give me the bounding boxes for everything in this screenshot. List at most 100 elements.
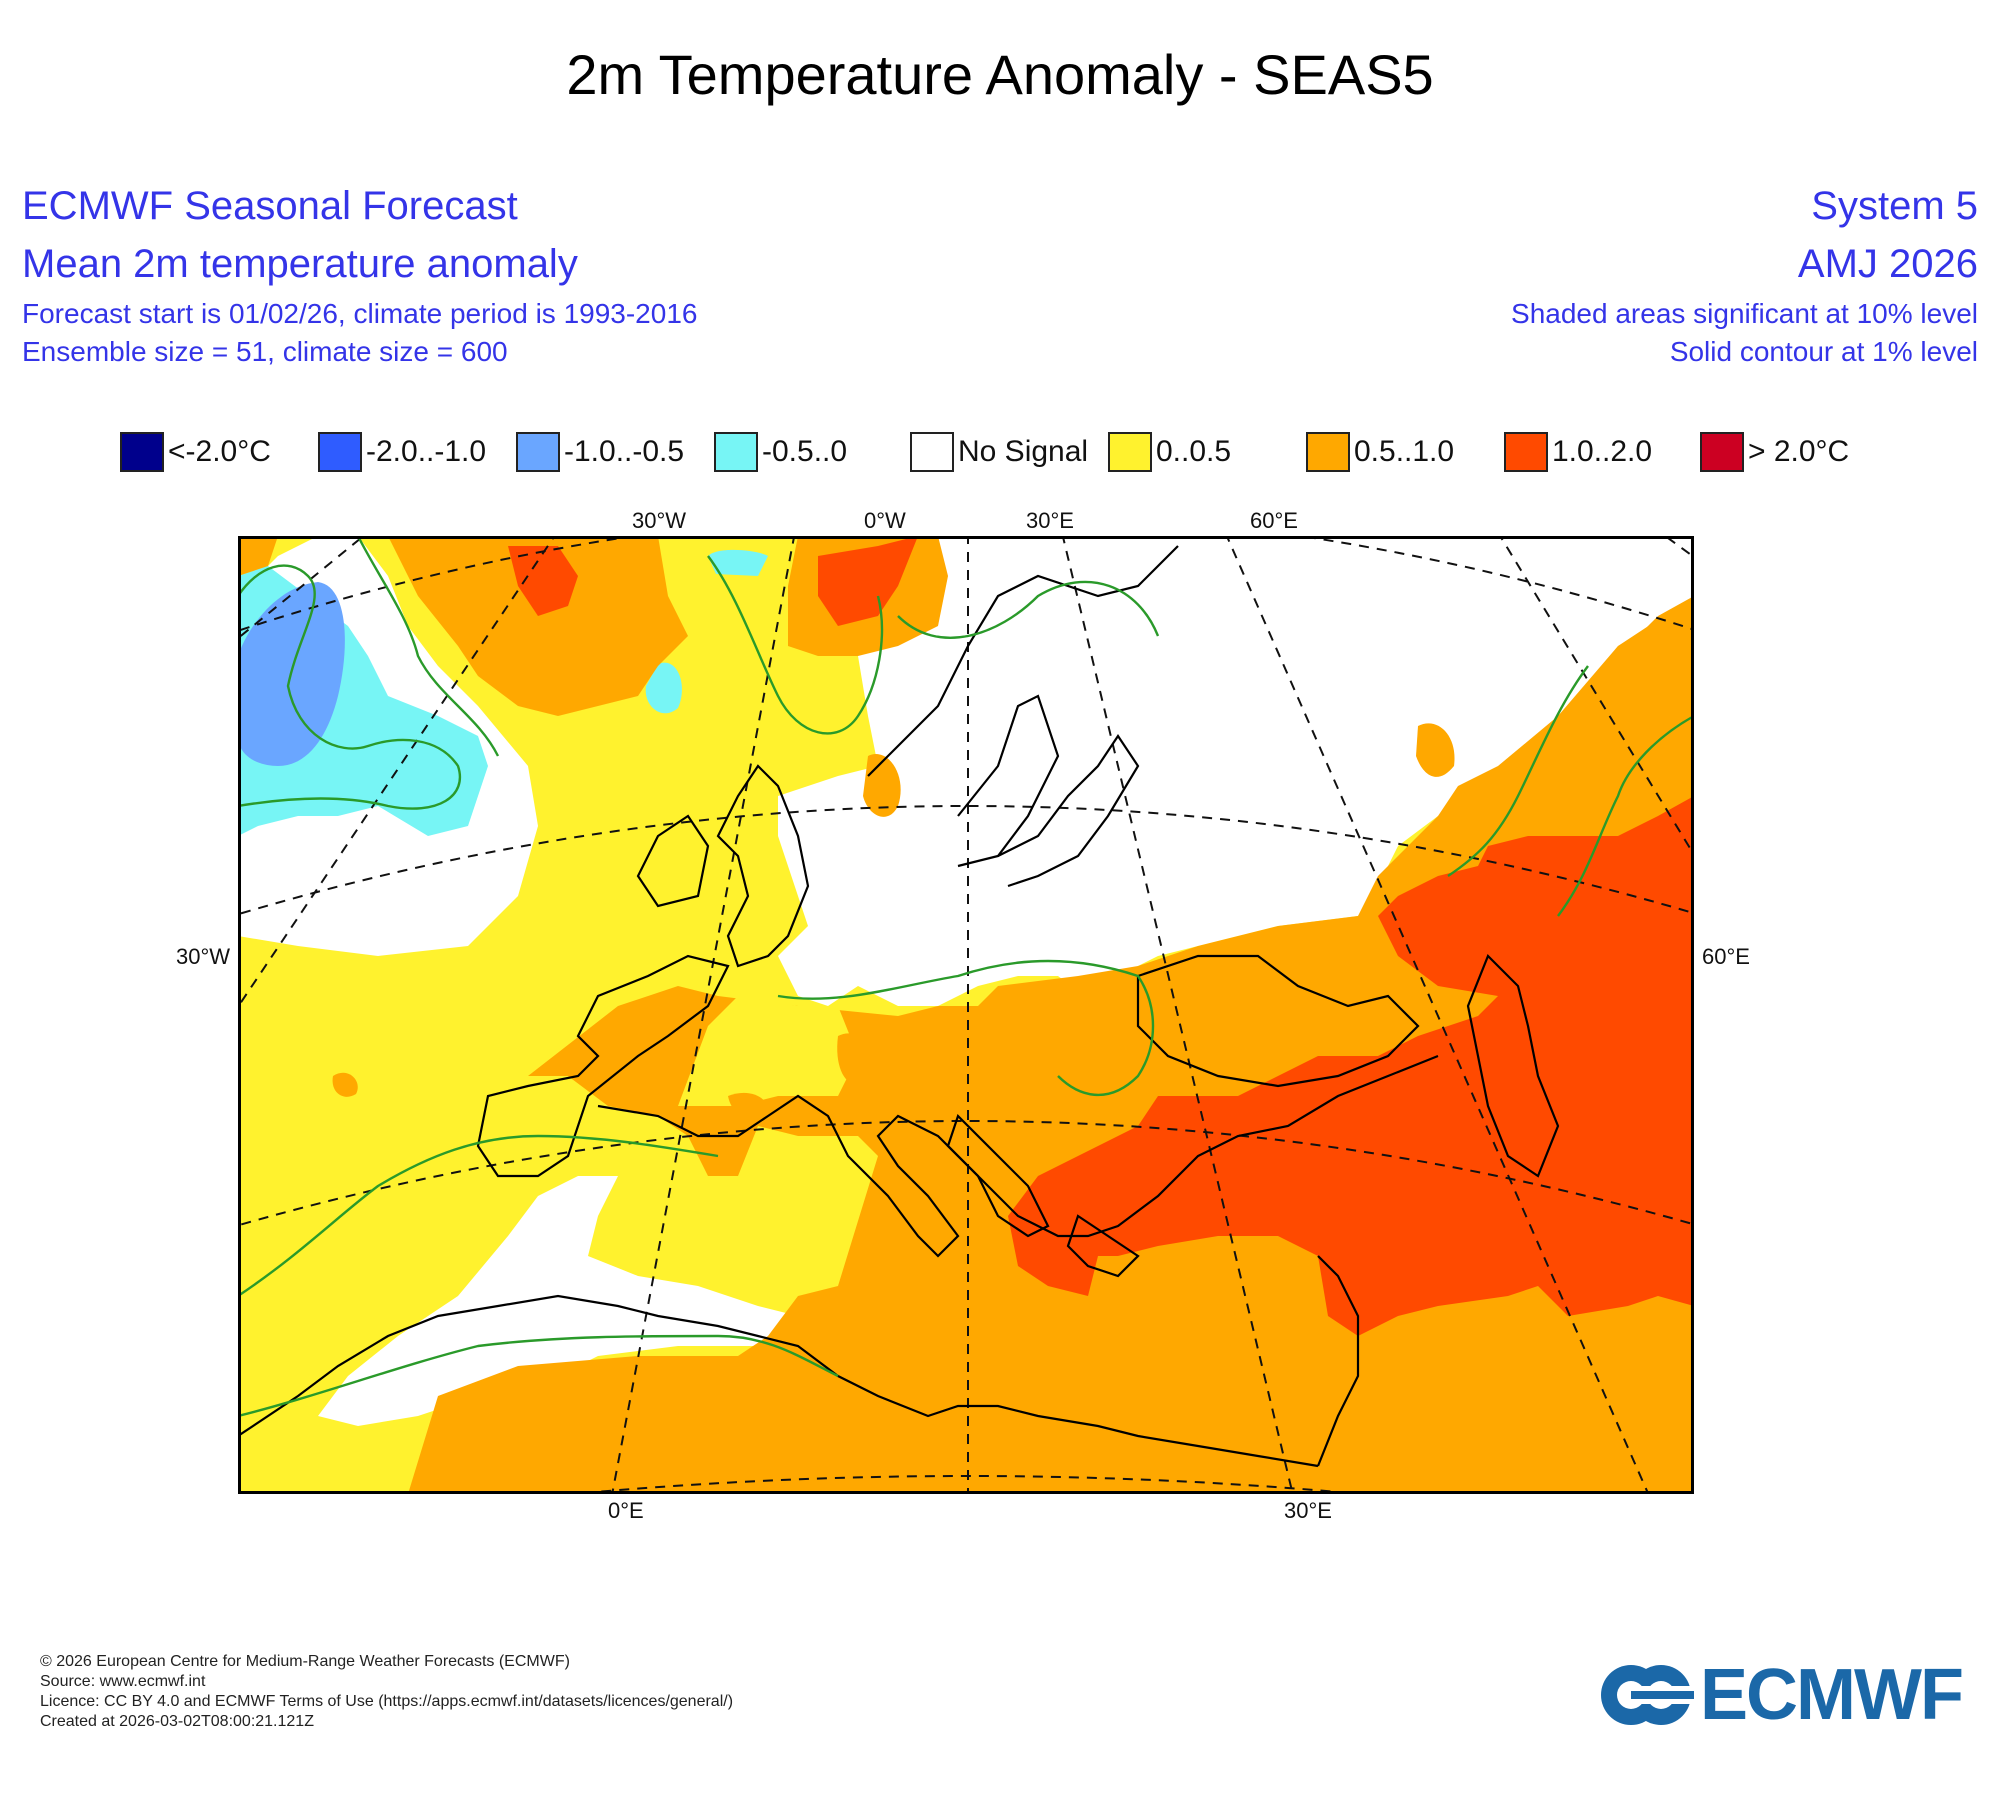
footer-created: Created at 2026-03-02T08:00:21.121Z: [40, 1713, 314, 1730]
anomaly-area-05-1: [728, 1092, 768, 1120]
footer-copyright: © 2026 European Centre for Medium-Range …: [40, 1653, 570, 1670]
anomaly-area-05-1: [998, 1026, 1098, 1096]
coastline-caspian: [1466, 954, 1560, 1178]
anomaly-area-05-1: [238, 536, 278, 576]
no-signal-area-north-africa: [318, 1176, 808, 1426]
lon-label-left-30w: 30°W: [176, 944, 231, 969]
significance-contour: [1447, 665, 1589, 877]
lon-label-top-30e: 30°E: [1026, 508, 1074, 533]
graticule-meridian: [611, 536, 796, 1494]
legend-item-no-signal: No Signal: [910, 428, 1088, 476]
legend-label: 0..0.5: [1156, 435, 1232, 468]
significance-contour: [897, 580, 1160, 639]
coastline-mediterranean-north: [597, 1054, 1439, 1258]
anomaly-area-1-2: [508, 546, 578, 616]
header-shading-note: Shaded areas significant at 10% level: [1511, 298, 1978, 329]
significance-contour: [777, 959, 1155, 1097]
graticule-meridian: [238, 536, 366, 640]
header-ensemble-size: Ensemble size = 51, climate size = 600: [22, 336, 508, 367]
no-signal-area-russia: [778, 536, 1694, 1006]
legend-label: > 2.0°C: [1748, 435, 1850, 468]
legend-swatch: [714, 432, 758, 472]
legend-swatch: [120, 432, 164, 472]
anomaly-area-05-1: [863, 754, 901, 817]
legend-label: -1.0..-0.5: [564, 435, 685, 468]
coastline-levant-arabia: [1316, 1255, 1360, 1467]
legend-swatch: [318, 432, 362, 472]
lon-label-bottom-0e: 0°E: [608, 1498, 644, 1523]
anomaly-map: [238, 536, 1694, 1494]
graticule-lat-circle: [238, 1120, 1694, 1227]
legend-label: -0.5..0: [762, 435, 848, 468]
legend-label: 1.0..2.0: [1552, 435, 1653, 468]
significance-contour: [238, 1334, 839, 1418]
coastline-iberia-france: [476, 954, 730, 1178]
legend-item-minus05-0: -0.5..0: [714, 428, 847, 476]
anomaly-area-05-1: [837, 1033, 871, 1084]
graticule-meridian: [1498, 536, 1694, 857]
header-forecast-start: Forecast start is 01/02/26, climate peri…: [22, 298, 698, 329]
legend-item-minus2-minus1: -2.0..-1.0: [318, 428, 486, 476]
lon-label-bottom-30e: 30°E: [1284, 1498, 1332, 1523]
ecmwf-logo-icon: [1601, 1665, 1694, 1725]
map-frame: [238, 536, 1694, 1494]
significance-contour: [238, 564, 461, 810]
legend-swatch: [1108, 432, 1152, 472]
anomaly-area-0-05: [678, 996, 858, 1106]
header-season: AMJ 2026: [1797, 242, 1978, 286]
legend-label: <-2.0°C: [168, 435, 271, 468]
coastline-italy: [946, 1113, 1050, 1238]
chart-title: 2m Temperature Anomaly - SEAS5: [566, 43, 1434, 106]
header-variable: Mean 2m temperature anomaly: [22, 242, 578, 286]
legend-label: No Signal: [958, 435, 1089, 468]
graticule-meridian: [1225, 536, 1650, 1494]
significance-contour: [707, 555, 884, 735]
coastline-baltic: [997, 734, 1140, 888]
coastline-black-sea: [1136, 954, 1420, 1088]
footer-licence[interactable]: Licence: CC BY 4.0 and ECMWF Terms of Us…: [40, 1693, 734, 1710]
footer: © 2026 European Centre for Medium-Range …: [40, 1652, 733, 1732]
legend-swatch: [1504, 432, 1548, 472]
anomaly-area-05-1: [332, 1072, 358, 1097]
coastline-north-africa: [238, 1294, 1319, 1468]
anomaly-area-05-1: [1468, 596, 1694, 836]
header-contour-note: Solid contour at 1% level: [1669, 336, 1978, 367]
anomaly-area-05-1: [1416, 723, 1455, 777]
anomaly-area-minus05-0: [708, 549, 768, 576]
lon-label-top-60e: 60°E: [1250, 508, 1298, 533]
lon-label-right-60e: 60°E: [1702, 944, 1750, 969]
significance-contour: [356, 536, 500, 757]
graticule-meridian: [1061, 536, 1294, 1494]
legend-label: -2.0..-1.0: [366, 435, 487, 468]
legend-item-minus1-minus05: -1.0..-0.5: [516, 428, 684, 476]
legend-label: 0.5..1.0: [1354, 435, 1455, 468]
legend-swatch: [1306, 432, 1350, 472]
anomaly-area-1-2: [1008, 796, 1694, 1336]
graticule-meridian: [1663, 536, 1694, 559]
footer-source[interactable]: Source: www.ecmwf.int: [40, 1673, 206, 1690]
header-system: System 5: [1811, 184, 1978, 228]
graticule-lat-circle: [238, 805, 1694, 916]
significance-contour: [1557, 714, 1694, 917]
legend-swatch: [516, 432, 560, 472]
legend-item-gt-2: > 2.0°C: [1700, 428, 1849, 476]
legend-item-1-2: 1.0..2.0: [1504, 428, 1652, 476]
color-legend: <-2.0°C -2.0..-1.0 -1.0..-0.5 -0.5..0 No…: [120, 428, 1880, 476]
coastline-greece: [1066, 1214, 1140, 1278]
legend-item-lt-minus2: <-2.0°C: [120, 428, 271, 476]
header-org-title: ECMWF Seasonal Forecast: [22, 184, 518, 228]
ecmwf-logo: ECMWF: [1598, 1655, 1964, 1735]
coastline-british-isles: [636, 764, 810, 968]
ecmwf-logo-text: ECMWF: [1700, 1655, 1964, 1735]
anomaly-area-05-1: [388, 536, 688, 716]
legend-item-0-05: 0..0.5: [1108, 428, 1231, 476]
anomaly-area-minus05-0: [645, 662, 682, 714]
graticule-meridian: [238, 536, 556, 1009]
significance-contour: [238, 1134, 719, 1297]
anomaly-area-1-2: [818, 536, 918, 626]
legend-swatch: [1700, 432, 1744, 472]
legend-swatch: [910, 432, 954, 472]
coastline-scandinavia: [867, 545, 1179, 868]
legend-item-05-1: 0.5..1.0: [1306, 428, 1454, 476]
lon-label-top-30w: 30°W: [632, 508, 687, 533]
